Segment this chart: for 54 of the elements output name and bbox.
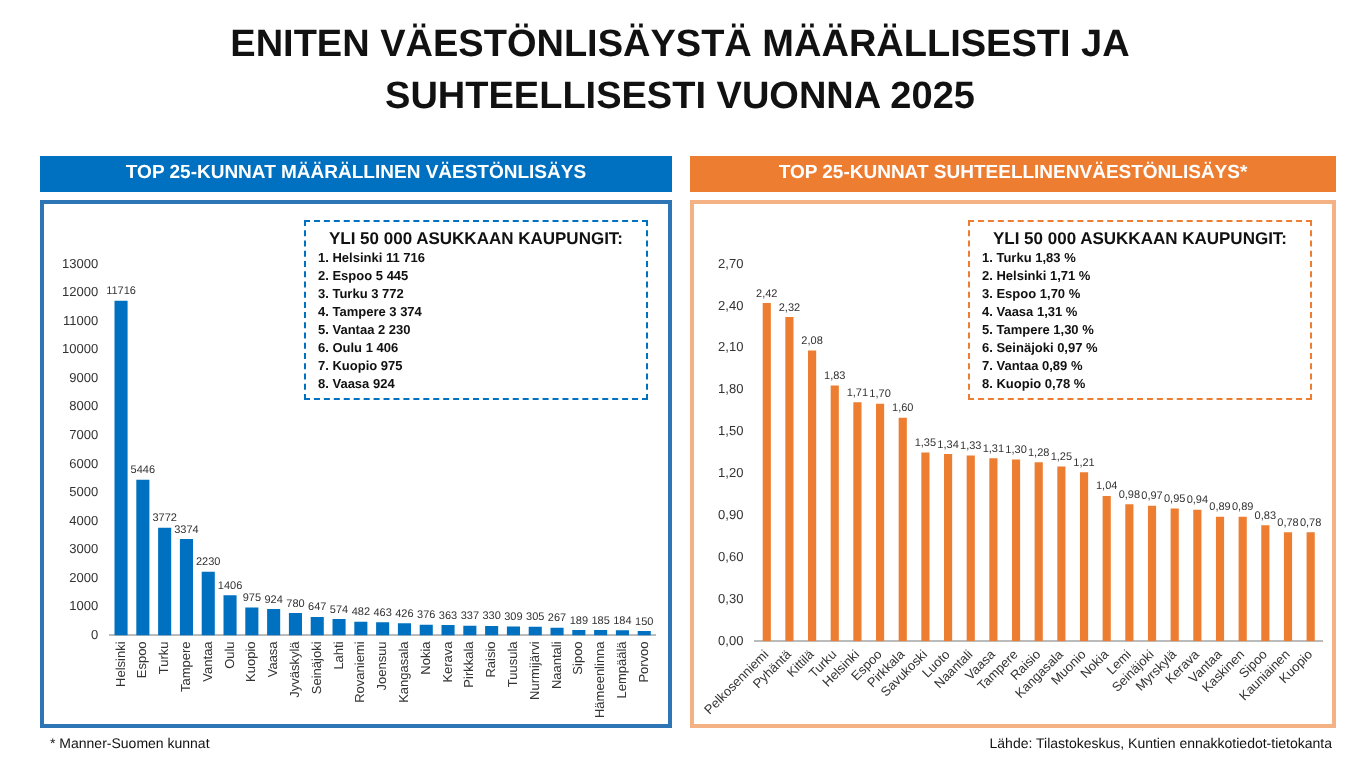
text: YLI 50 000 ASUKKAAN KAUPUNGIT: (990, 226, 1290, 250)
bar (1011, 459, 1021, 642)
bar (1215, 516, 1225, 642)
bar (245, 607, 259, 636)
bar (223, 595, 237, 636)
chart-title: ENITEN VÄESTÖNLISÄYSTÄ MÄÄRÄLLISESTI JA SUHTEELLISESTI VUONNA 2025 (228, 21, 1132, 122)
bar (201, 571, 215, 636)
bar (615, 630, 629, 636)
bar (989, 458, 998, 642)
bar (179, 539, 193, 636)
bar (808, 350, 817, 642)
bar (136, 479, 150, 636)
bar (943, 453, 953, 642)
bar (397, 623, 411, 636)
bar (485, 625, 499, 636)
bar (1079, 472, 1089, 642)
bar (441, 625, 455, 636)
bar (376, 622, 390, 636)
bar (463, 625, 477, 636)
bar (1102, 495, 1111, 642)
bar (1034, 462, 1043, 642)
bar (419, 624, 433, 636)
bar (921, 452, 930, 642)
bar (1261, 525, 1270, 642)
bar (1057, 466, 1066, 642)
bar (354, 621, 368, 636)
bar (572, 630, 586, 636)
bar (310, 616, 324, 636)
text: YLI 50 000 ASUKKAAN KAUPUNGIT: (326, 226, 626, 250)
bar (267, 609, 281, 636)
bar (114, 300, 128, 636)
bar (853, 402, 862, 642)
chart-subtitle: TOP 25-KUNNAT MÄÄRÄLLINEN VÄESTÖNLISÄYS (40, 156, 672, 192)
bar (1193, 509, 1202, 642)
bar (1125, 504, 1134, 642)
bar (594, 630, 608, 636)
chart-title: TOP 25-KUNNAT SUHTEELLINENVÄESTÖNLISÄYS* (690, 156, 1336, 192)
bar (762, 303, 771, 642)
bar (785, 317, 794, 642)
bar (876, 403, 885, 642)
bar (966, 455, 975, 642)
bar (1147, 505, 1157, 642)
bar (1306, 532, 1315, 642)
bar (332, 619, 346, 636)
bar (830, 385, 839, 642)
bar (898, 417, 907, 642)
bar (1170, 508, 1179, 642)
bar (288, 613, 302, 636)
bar (158, 527, 172, 636)
bar (550, 627, 564, 636)
bar (528, 626, 542, 636)
bar (1238, 516, 1247, 642)
bar (1283, 532, 1293, 642)
bar (506, 626, 520, 636)
